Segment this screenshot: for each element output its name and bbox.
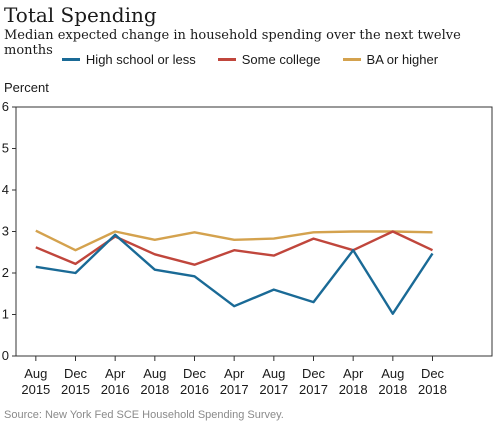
y-tick-label: 1: [2, 307, 9, 322]
series-line-ba-or-higher: [35, 229, 433, 252]
x-tick-label: 2017: [299, 382, 328, 397]
x-tick-label: 2018: [418, 382, 447, 397]
y-axis-label: Percent: [4, 80, 49, 95]
x-tick-label: 2017: [220, 382, 249, 397]
x-tick-label: 2017: [259, 382, 288, 397]
x-tick-label: Dec: [421, 366, 445, 381]
x-tick-label: Aug: [262, 366, 285, 381]
x-tick-label: Dec: [183, 366, 207, 381]
x-tick-label: Aug: [381, 366, 404, 381]
legend: High school or less Some college BA or h…: [0, 52, 500, 67]
y-tick-label: 5: [2, 141, 9, 156]
y-tick-label: 2: [2, 265, 9, 280]
legend-swatch-high-school: [61, 58, 80, 61]
y-tick-label: 3: [2, 224, 9, 239]
x-tick-label: 2018: [140, 382, 169, 397]
x-tick-label: 2018: [378, 382, 407, 397]
x-tick-label: 2016: [180, 382, 209, 397]
x-tick-label: Aug: [143, 366, 166, 381]
series-line-some-college: [35, 230, 434, 266]
series-lines: [35, 229, 434, 315]
x-tick-label: Dec: [302, 366, 326, 381]
chart-subtitle: Median expected change in household spen…: [4, 28, 461, 58]
legend-swatch-ba-or-higher: [342, 58, 361, 61]
x-tick-label: 2016: [101, 382, 130, 397]
legend-item-ba-or-higher: BA or higher: [342, 52, 439, 67]
x-tick-label: Dec: [64, 366, 88, 381]
legend-item-some-college: Some college: [217, 52, 321, 67]
legend-item-high-school: High school or less: [61, 52, 196, 67]
source-note: Source: New York Fed SCE Household Spend…: [4, 409, 284, 421]
legend-label-some-college: Some college: [241, 52, 321, 67]
chart-title: Total Spending: [4, 3, 157, 27]
y-ticks: 0 1 2 3 4 5 6: [2, 99, 16, 363]
legend-label-ba-or-higher: BA or higher: [366, 52, 439, 67]
x-tick-label: 2015: [61, 382, 90, 397]
x-tick-label: Apr: [105, 366, 126, 381]
y-tick-label: 0: [2, 348, 9, 363]
x-tick-label: Apr: [343, 366, 364, 381]
y-tick-label: 4: [2, 182, 9, 197]
legend-label-high-school: High school or less: [85, 52, 196, 67]
x-tick-label: Aug: [24, 366, 47, 381]
x-tick-label: Apr: [224, 366, 245, 381]
x-ticks: Aug2015Dec2015Apr2016Aug2018Dec2016Apr20…: [21, 356, 447, 397]
x-tick-label: 2018: [339, 382, 368, 397]
y-tick-label: 6: [2, 99, 9, 114]
x-tick-label: 2015: [21, 382, 50, 397]
legend-swatch-some-college: [217, 58, 236, 61]
series-line-high-school-or-less: [35, 233, 434, 315]
